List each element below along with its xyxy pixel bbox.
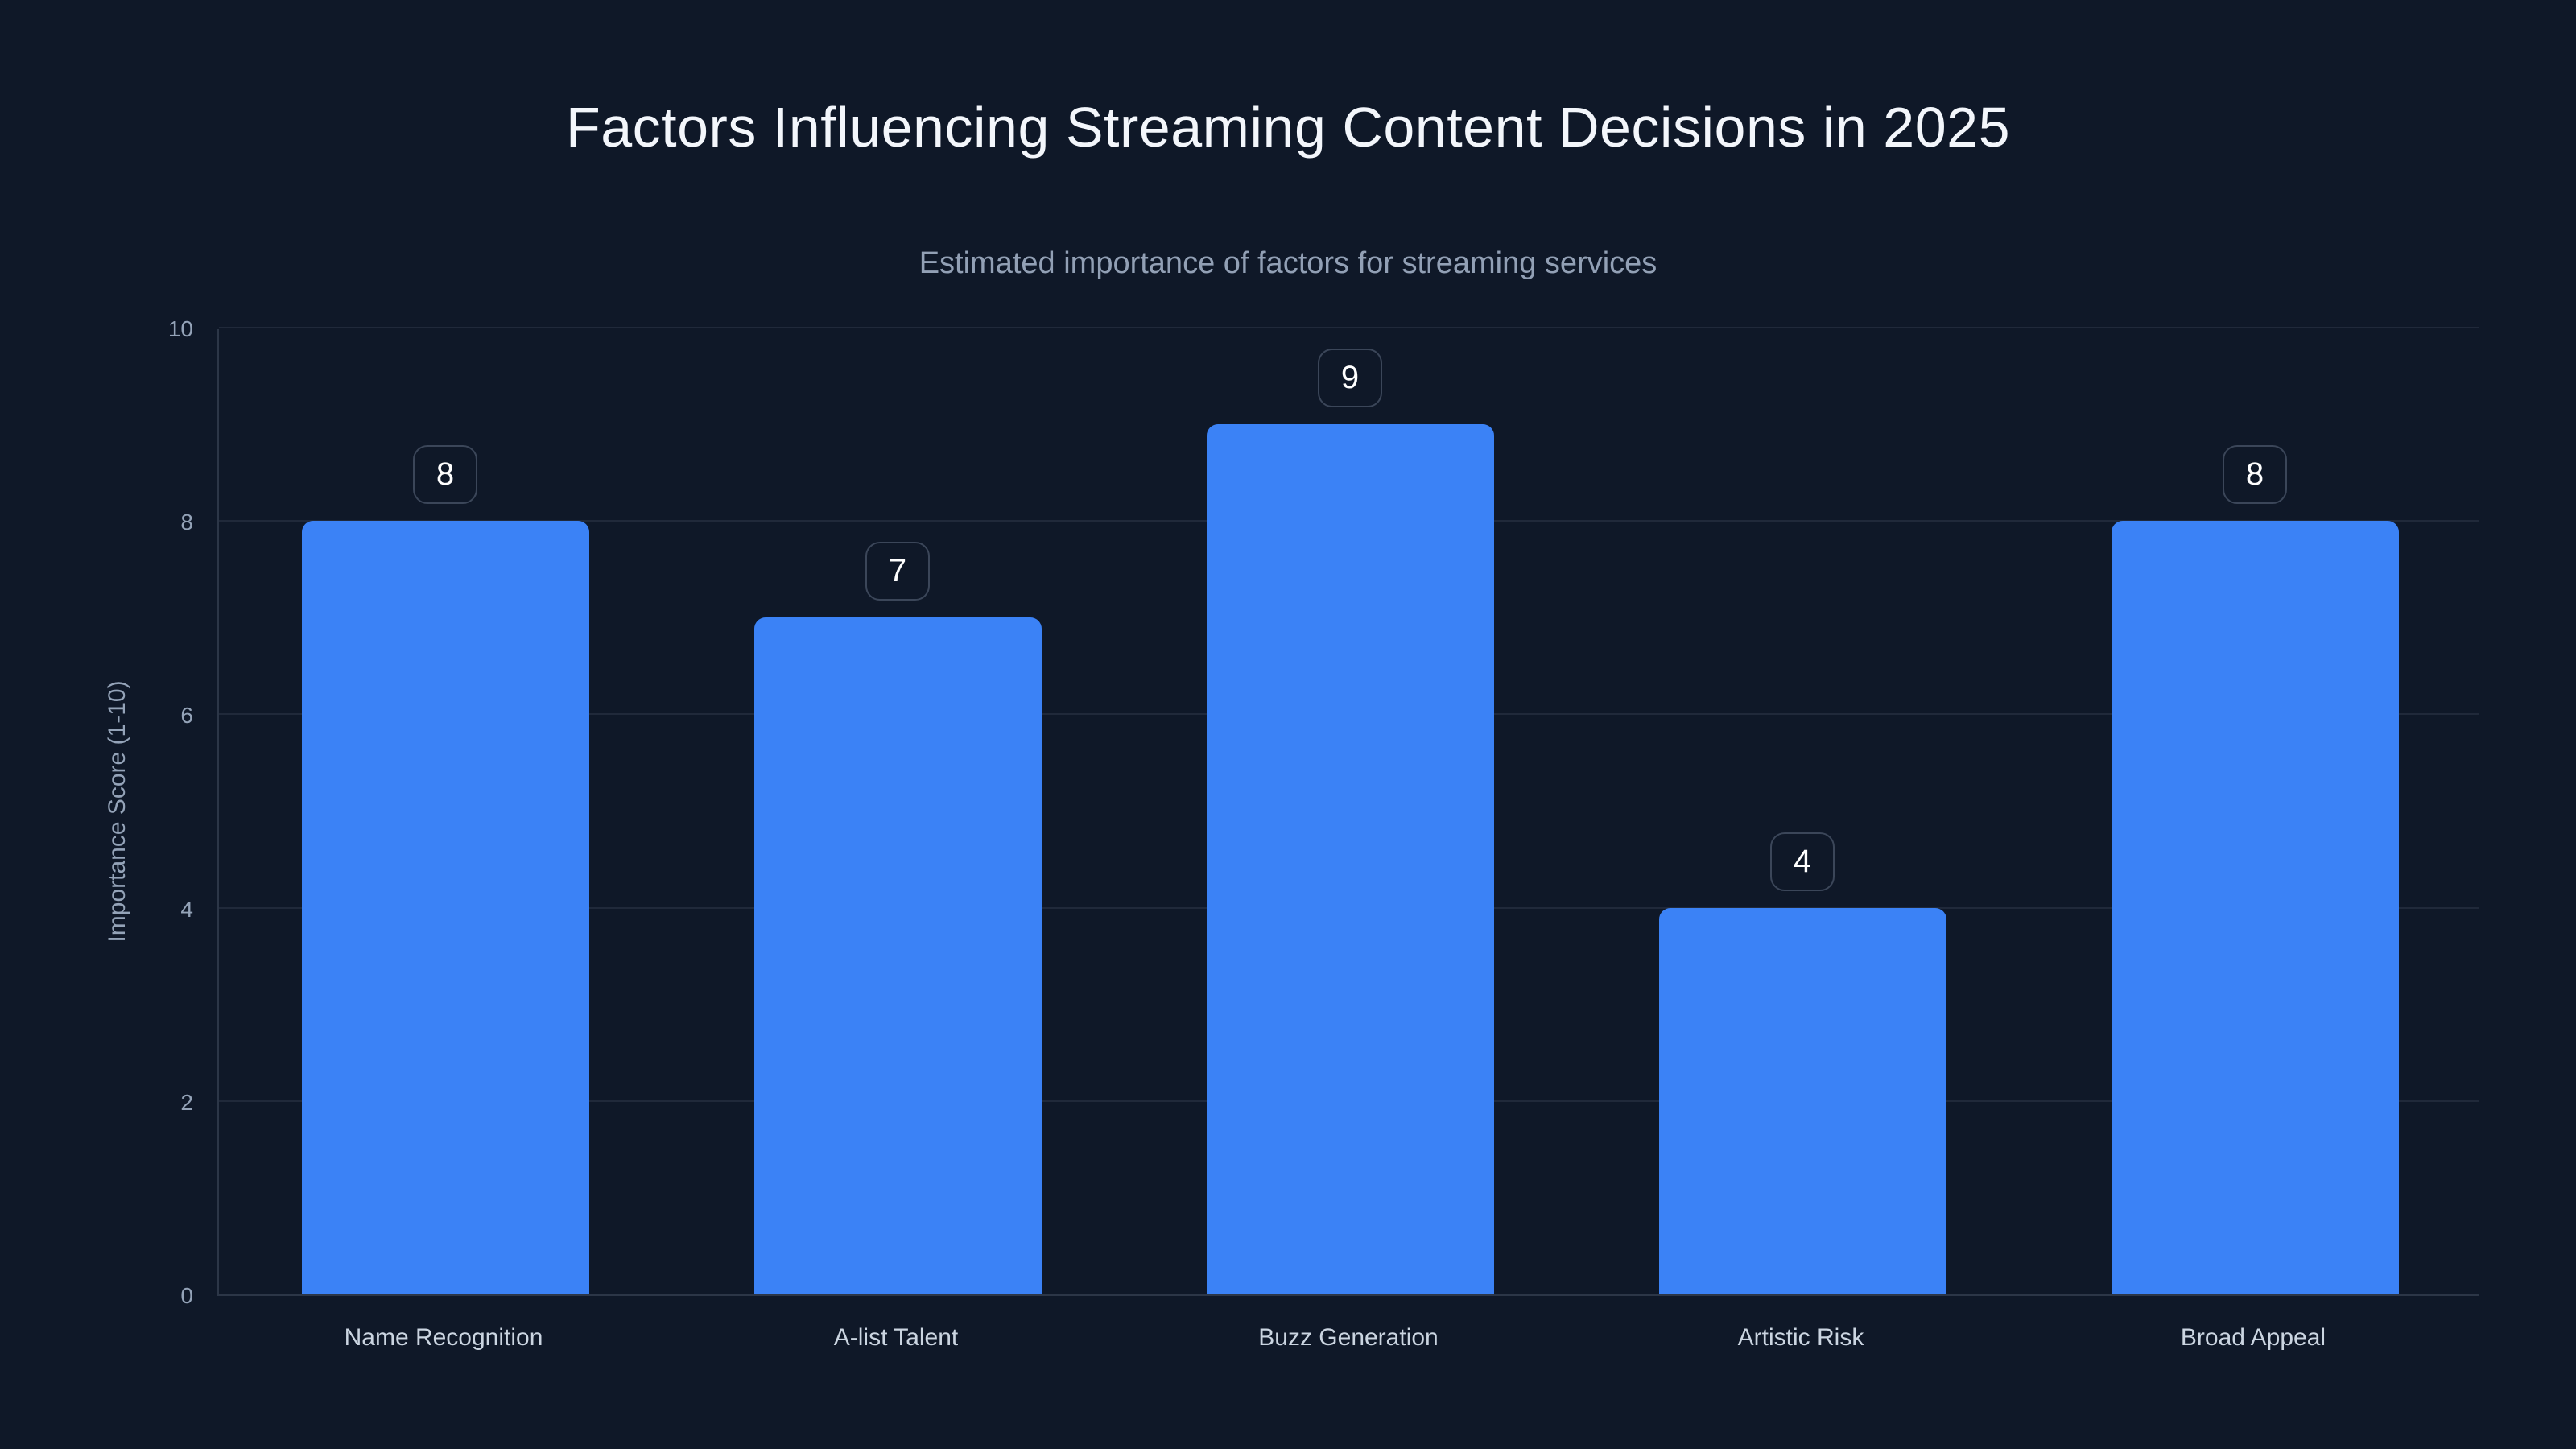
value-badge-a-list-talent: 7 [865,542,930,601]
x-category-label-artistic-risk: Artistic Risk [1737,1324,1864,1351]
y-tick-label-2: 2 [180,1089,193,1115]
y-tick-label-6: 6 [180,703,193,729]
y-tick-label-0: 0 [180,1283,193,1308]
value-badge-name-recognition: 8 [413,445,477,505]
value-badge-broad-appeal: 8 [2223,445,2287,505]
y-tick-label-8: 8 [180,510,193,535]
chart-subtitle: Estimated importance of factors for stre… [919,246,1657,280]
x-category-label-name-recognition: Name Recognition [344,1324,543,1351]
gridline-10 [219,327,2479,328]
bar-buzz-generation[interactable] [1206,424,1494,1294]
y-tick-label-4: 4 [180,896,193,922]
x-category-label-buzz-generation: Buzz Generation [1258,1324,1439,1351]
x-category-label-a-list-talent: A-list Talent [833,1324,959,1351]
chart-title: Factors Influencing Streaming Content De… [565,96,2010,159]
value-badge-artistic-risk: 4 [1770,832,1835,891]
bar-name-recognition[interactable] [301,521,589,1294]
bar-artistic-risk[interactable] [1658,907,1946,1294]
value-badge-buzz-generation: 9 [1318,349,1382,408]
bar-broad-appeal[interactable] [2111,521,2399,1294]
bar-a-list-talent[interactable] [753,617,1042,1294]
x-category-label-broad-appeal: Broad Appeal [2180,1324,2326,1351]
y-tick-label-10: 10 [167,316,193,341]
plot-area: 8 7 9 4 8 [217,327,2479,1296]
